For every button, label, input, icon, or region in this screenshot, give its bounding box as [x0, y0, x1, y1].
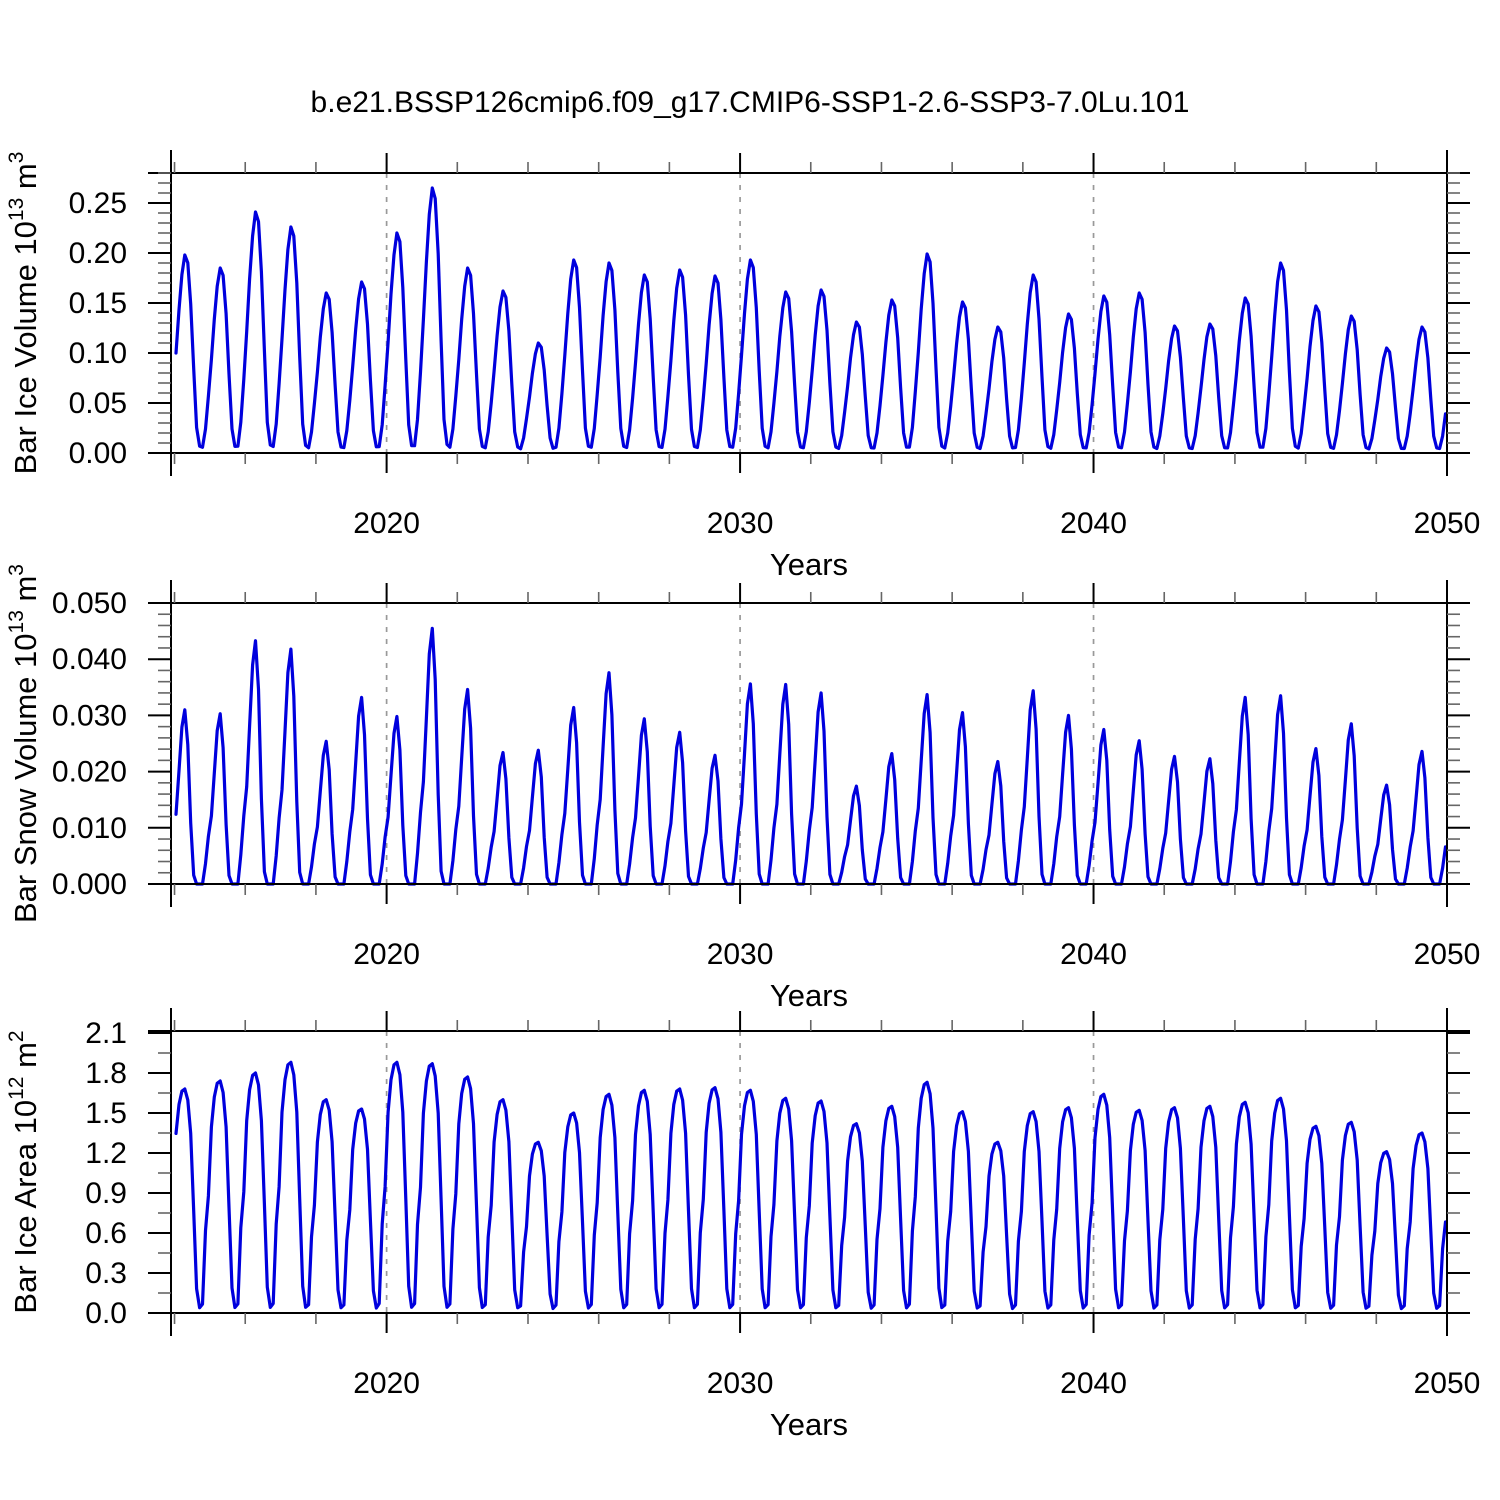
x-tick-label: 2040 [1060, 938, 1127, 971]
x-axis-title: Years [770, 978, 848, 1013]
x-tick-label: 2030 [707, 507, 774, 540]
y-tick-label: 0.6 [85, 1217, 127, 1250]
y-tick-label: 0.00 [69, 437, 127, 470]
y-tick-label: 0.020 [52, 756, 127, 789]
y-tick-label: 0.050 [52, 587, 127, 620]
series-line-bar-snow-volume [174, 626, 1448, 886]
x-tick-label: 2030 [707, 1367, 774, 1400]
y-tick-label: 0.10 [69, 337, 127, 370]
series-line-bar-ice-volume [174, 186, 1448, 451]
y-tick-label: 0.15 [69, 287, 127, 320]
y-tick-label: 1.8 [85, 1057, 127, 1090]
x-tick-label: 2050 [1414, 507, 1481, 540]
y-axis-title: Bar Snow Volume 1013 m3 [5, 564, 43, 923]
x-tick-label: 2050 [1414, 1367, 1481, 1400]
x-ticks: 2020 2030 2040 2050 [173, 153, 1481, 540]
y-tick-label: 2.1 [85, 1017, 127, 1050]
y-tick-label: 0.0 [85, 1297, 127, 1330]
y-tick-label: 0.25 [69, 187, 127, 220]
x-ticks: 2020 2030 2040 2050 [173, 1011, 1481, 1400]
panel-bar-snow-volume: 2020 2030 2040 2050 0.000 0.010 0.020 0.030 0.04… [5, 564, 1480, 1013]
y-tick-label: 1.5 [85, 1097, 127, 1130]
chart-root: 2020 2030 2040 2050 0.00 0.05 0.10 0.15 0.20 0.25… [5, 150, 1480, 1442]
y-ticks: 0.0 0.3 0.6 0.9 1.2 1.5 1.8 2.1 [85, 1017, 1470, 1330]
y-axis-title: Bar Ice Volume 1013 m3 [5, 152, 43, 475]
panel-bar-ice-area: 2020 2030 2040 2050 0.0 0.3 0.6 0.9 1.2 1.5 1.8 2.1… [5, 1008, 1480, 1442]
panel-bar-ice-volume: 2020 2030 2040 2050 0.00 0.05 0.10 0.15 0.20 0.25… [5, 150, 1480, 582]
chart-title: b.e21.BSSP126cmip6.f09_g17.CMIP6-SSP1-2.… [311, 86, 1190, 119]
y-tick-label: 0.030 [52, 699, 127, 732]
frame [148, 1008, 1470, 1336]
x-tick-label: 2020 [353, 938, 420, 971]
y-tick-label: 0.040 [52, 643, 127, 676]
x-axis-title: Years [770, 547, 848, 582]
x-tick-label: 2030 [707, 938, 774, 971]
y-ticks: 0.000 0.010 0.020 0.030 0.040 0.050 [52, 587, 1470, 901]
x-tick-label: 2020 [353, 507, 420, 540]
series-line-bar-ice-area [174, 1060, 1448, 1311]
x-tick-label: 2050 [1414, 938, 1481, 971]
y-ticks: 0.00 0.05 0.10 0.15 0.20 0.25 [69, 172, 1470, 470]
x-tick-label: 2020 [353, 1367, 420, 1400]
y-axis-title: Bar Ice Area 1012 m2 [5, 1030, 43, 1313]
y-tick-label: 0.05 [69, 387, 127, 420]
frame [148, 580, 1470, 907]
x-axis-title: Years [770, 1407, 848, 1442]
x-ticks: 2020 2030 2040 2050 [173, 583, 1481, 971]
x-tick-label: 2040 [1060, 507, 1127, 540]
y-tick-label: 0.010 [52, 812, 127, 845]
x-tick-label: 2040 [1060, 1367, 1127, 1400]
y-tick-label: 0.000 [52, 868, 127, 901]
y-tick-label: 0.20 [69, 237, 127, 270]
y-tick-label: 0.9 [85, 1177, 127, 1210]
y-tick-label: 0.3 [85, 1257, 127, 1290]
y-tick-label: 1.2 [85, 1137, 127, 1170]
